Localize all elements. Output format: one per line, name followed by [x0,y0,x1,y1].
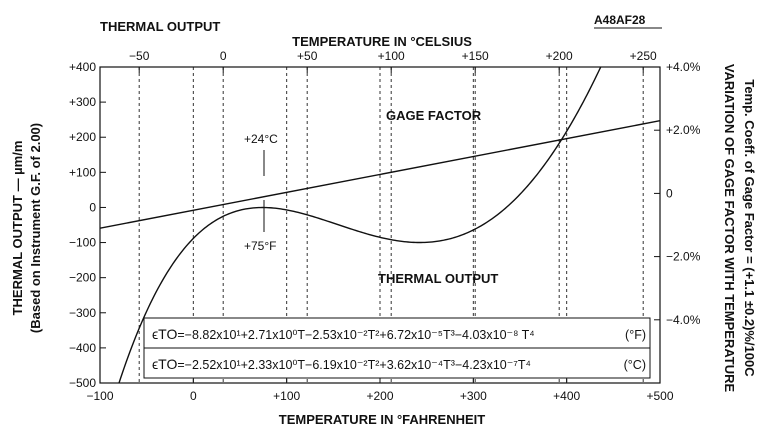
equation-celsius: ϵTO=−2.52x10¹+2.33x10⁰T−6.19x10⁻²T²+3.62… [152,356,531,372]
y-left-tick-label: −500 [69,376,96,390]
curves [100,67,660,383]
equation-fahrenheit-symbol: ϵTO [152,326,177,342]
x-top-tick-label: +100 [378,49,405,63]
y-left-tick-label: −400 [69,341,96,355]
x-bottom-tick-label: +400 [553,389,580,403]
chart-title: THERMAL OUTPUT [100,19,220,34]
y-right-tick-label: +4.0% [666,60,701,74]
y-right-tick-label: −4.0% [666,313,701,327]
y-left-tick-label: −300 [69,306,96,320]
y-left-tick-label: −200 [69,271,96,285]
y-right-axis-coefficient-label: Temp. Coeff. of Gage Factor = (+1.1 ±0.2… [742,79,757,377]
grid [138,67,644,383]
y-right-tick-label: +2.0% [666,123,701,137]
x-bottom-axis-label: TEMPERATURE IN °FAHRENHEIT [279,412,486,427]
gage-factor-series-label: GAGE FACTOR [386,108,482,123]
annotation-celsius: +24°C [244,132,278,146]
x-top-tick-label: +150 [462,49,489,63]
y-left-tick-label: +400 [69,60,96,74]
y-left-tick-label: 0 [89,200,96,214]
x-top-axis-label: TEMPERATURE IN °CELSIUS [292,34,472,49]
y-right-tick-label: −2.0% [666,250,701,264]
y-right-tick-label: 0 [666,186,673,200]
x-top-tick-label: +250 [630,49,657,63]
x-bottom-tick-label: +200 [366,389,393,403]
y-left-axis-label: THERMAL OUTPUT — µm/m [10,141,25,316]
y-left-tick-label: −100 [69,236,96,250]
y-left-tick-label: +200 [69,130,96,144]
equation-fahrenheit-text: =−8.82x10¹+2.71x10⁰T−2.53x10⁻²T²+6.72x10… [177,328,534,342]
equation-fahrenheit-unit: (°F) [625,328,646,342]
annotation-fahrenheit: +75°F [244,239,276,253]
thermal-output-curve [118,67,602,383]
gage-factor-line [100,120,660,229]
x-bottom-tick-label: +500 [646,389,673,403]
x-top-tick-label: +50 [297,49,318,63]
x-bottom-tick-label: −100 [86,389,113,403]
y-left-tick-label: +300 [69,95,96,109]
y-left-tick-label: +100 [69,165,96,179]
x-top-tick-label: −50 [129,49,150,63]
x-top-tick-label: 0 [220,49,227,63]
y-right-axis-label: VARIATION OF GAGE FACTOR WITH TEMPERATUR… [722,64,737,393]
thermal-output-series-label: THERMAL OUTPUT [378,271,498,286]
equation-celsius-text: =−2.52x10¹+2.33x10⁰T−6.19x10⁻²T²+3.62x10… [177,358,530,372]
y-left-axis-sublabel: (Based on Instrument G.F. of 2.00) [28,123,43,333]
ticks: −100 0 +100 +200 +300 +400 +500−50 0 +50 +100 +150… [69,49,701,403]
figure-id: A48AF28 [594,13,646,27]
equation-box: ϵTO=−8.82x10¹+2.71x10⁰T−2.53x10⁻²T²+6.72… [143,317,651,379]
x-bottom-tick-label: +100 [273,389,300,403]
x-bottom-tick-label: 0 [190,389,197,403]
equation-celsius-symbol: ϵTO [152,356,177,372]
x-bottom-tick-label: +300 [460,389,487,403]
equation-celsius-unit: (°C) [624,358,646,372]
x-top-tick-label: +200 [546,49,573,63]
equation-fahrenheit: ϵTO=−8.82x10¹+2.71x10⁰T−2.53x10⁻²T²+6.72… [152,326,535,342]
